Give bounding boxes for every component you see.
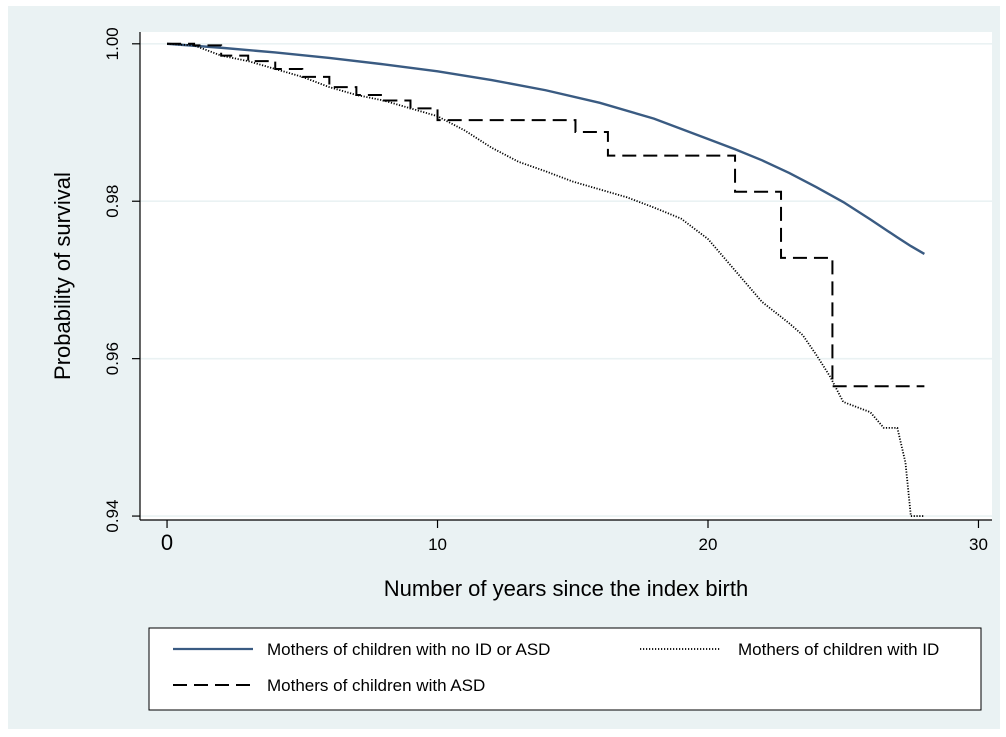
legend-label-no-id-asd: Mothers of children with no ID or ASD [267, 640, 550, 659]
y-axis-title: Probability of survival [50, 172, 75, 380]
y-tick-label-3: 1.00 [103, 27, 122, 60]
series-line-asd [167, 42, 925, 388]
x-ticks: 0 10 20 30 [161, 520, 988, 555]
series-lines [166, 42, 925, 517]
x-tick-label-2: 20 [699, 535, 718, 554]
plot-area [140, 32, 992, 520]
x-tick-label-3: 30 [969, 535, 988, 554]
y-ticks: 0.94 0.96 0.98 1.00 [103, 27, 140, 533]
y-tick-label-2: 0.98 [103, 185, 122, 218]
series-line-no-id-asd [166, 42, 925, 255]
legend-label-asd: Mothers of children with ASD [267, 676, 485, 695]
legend-label-id: Mothers of children with ID [738, 640, 939, 659]
legend: Mothers of children with no ID or ASD Mo… [148, 627, 982, 711]
x-tick-label-0: 0 [161, 530, 173, 555]
series-line-id [166, 42, 925, 517]
y-tick-label-0: 0.94 [103, 500, 122, 533]
legend-box [148, 627, 982, 711]
x-tick-label-1: 10 [428, 535, 447, 554]
x-axis-title: Number of years since the index birth [384, 576, 748, 601]
y-tick-label-1: 0.96 [103, 342, 122, 375]
gridlines [140, 43, 992, 517]
